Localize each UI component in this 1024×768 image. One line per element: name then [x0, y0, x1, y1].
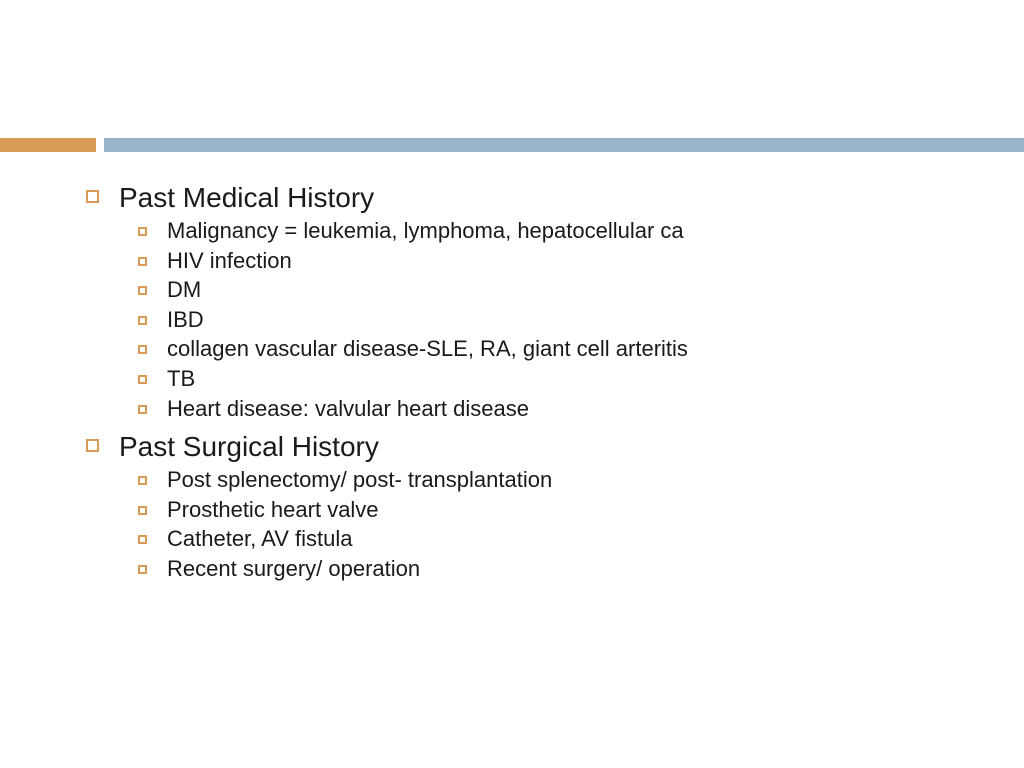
sub-item: TB: [138, 365, 984, 394]
sub-item-text: TB: [167, 365, 195, 394]
sub-list: Malignancy = leukemia, lymphoma, hepatoc…: [138, 217, 984, 423]
square-bullet-icon: [138, 375, 147, 384]
sub-item-text: Recent surgery/ operation: [167, 555, 420, 584]
sub-item-text: collagen vascular disease-SLE, RA, giant…: [167, 335, 688, 364]
sub-item-text: Prosthetic heart valve: [167, 496, 379, 525]
sub-item-text: IBD: [167, 306, 204, 335]
square-bullet-icon: [138, 316, 147, 325]
square-bullet-icon: [138, 506, 147, 515]
sub-item: Recent surgery/ operation: [138, 555, 984, 584]
bar-orange-segment: [0, 138, 96, 152]
sub-item-text: HIV infection: [167, 247, 292, 276]
section-title: Past Medical History: [119, 180, 374, 215]
slide-content: Past Medical History Malignancy = leukem…: [86, 180, 984, 590]
section-item: Past Medical History: [86, 180, 984, 215]
square-bullet-icon: [138, 535, 147, 544]
sub-item: Prosthetic heart valve: [138, 496, 984, 525]
sub-item: Catheter, AV fistula: [138, 525, 984, 554]
sub-item-text: Catheter, AV fistula: [167, 525, 352, 554]
square-bullet-icon: [138, 476, 147, 485]
sub-item-text: DM: [167, 276, 201, 305]
square-bullet-icon: [86, 439, 99, 452]
header-bar: [0, 138, 1024, 152]
square-bullet-icon: [138, 257, 147, 266]
square-bullet-icon: [138, 405, 147, 414]
sub-item: Heart disease: valvular heart disease: [138, 395, 984, 424]
sub-item: collagen vascular disease-SLE, RA, giant…: [138, 335, 984, 364]
section-title: Past Surgical History: [119, 429, 379, 464]
sub-item-text: Post splenectomy/ post- transplantation: [167, 466, 552, 495]
section-item: Past Surgical History: [86, 429, 984, 464]
sub-item: HIV infection: [138, 247, 984, 276]
sub-item: Post splenectomy/ post- transplantation: [138, 466, 984, 495]
square-bullet-icon: [138, 286, 147, 295]
square-bullet-icon: [138, 227, 147, 236]
sub-list: Post splenectomy/ post- transplantation …: [138, 466, 984, 583]
sub-item-text: Malignancy = leukemia, lymphoma, hepatoc…: [167, 217, 684, 246]
bar-blue-segment: [104, 138, 1024, 152]
sub-item: IBD: [138, 306, 984, 335]
sub-item: Malignancy = leukemia, lymphoma, hepatoc…: [138, 217, 984, 246]
bar-gap-segment: [96, 138, 104, 152]
sub-item-text: Heart disease: valvular heart disease: [167, 395, 529, 424]
square-bullet-icon: [138, 345, 147, 354]
sub-item: DM: [138, 276, 984, 305]
square-bullet-icon: [138, 565, 147, 574]
square-bullet-icon: [86, 190, 99, 203]
